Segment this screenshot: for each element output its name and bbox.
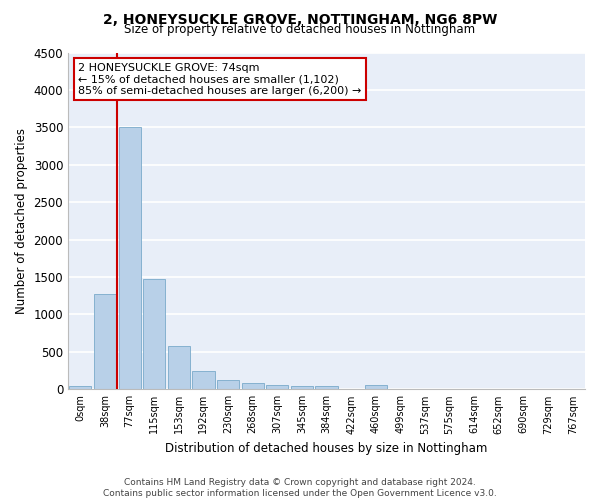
Text: Contains HM Land Registry data © Crown copyright and database right 2024.
Contai: Contains HM Land Registry data © Crown c… bbox=[103, 478, 497, 498]
Bar bbox=[217, 380, 239, 390]
Bar bbox=[168, 346, 190, 390]
Bar bbox=[316, 386, 338, 390]
Text: Size of property relative to detached houses in Nottingham: Size of property relative to detached ho… bbox=[124, 22, 476, 36]
Bar bbox=[94, 294, 116, 390]
Bar bbox=[291, 386, 313, 390]
Bar bbox=[242, 383, 264, 390]
Text: 2, HONEYSUCKLE GROVE, NOTTINGHAM, NG6 8PW: 2, HONEYSUCKLE GROVE, NOTTINGHAM, NG6 8P… bbox=[103, 12, 497, 26]
Text: 2 HONEYSUCKLE GROVE: 74sqm
← 15% of detached houses are smaller (1,102)
85% of s: 2 HONEYSUCKLE GROVE: 74sqm ← 15% of deta… bbox=[79, 62, 362, 96]
Y-axis label: Number of detached properties: Number of detached properties bbox=[15, 128, 28, 314]
Bar bbox=[119, 128, 140, 390]
Bar bbox=[143, 278, 165, 390]
Bar bbox=[365, 385, 387, 390]
Bar bbox=[193, 372, 215, 390]
Bar bbox=[69, 386, 91, 390]
X-axis label: Distribution of detached houses by size in Nottingham: Distribution of detached houses by size … bbox=[166, 442, 488, 455]
Bar bbox=[266, 385, 289, 390]
